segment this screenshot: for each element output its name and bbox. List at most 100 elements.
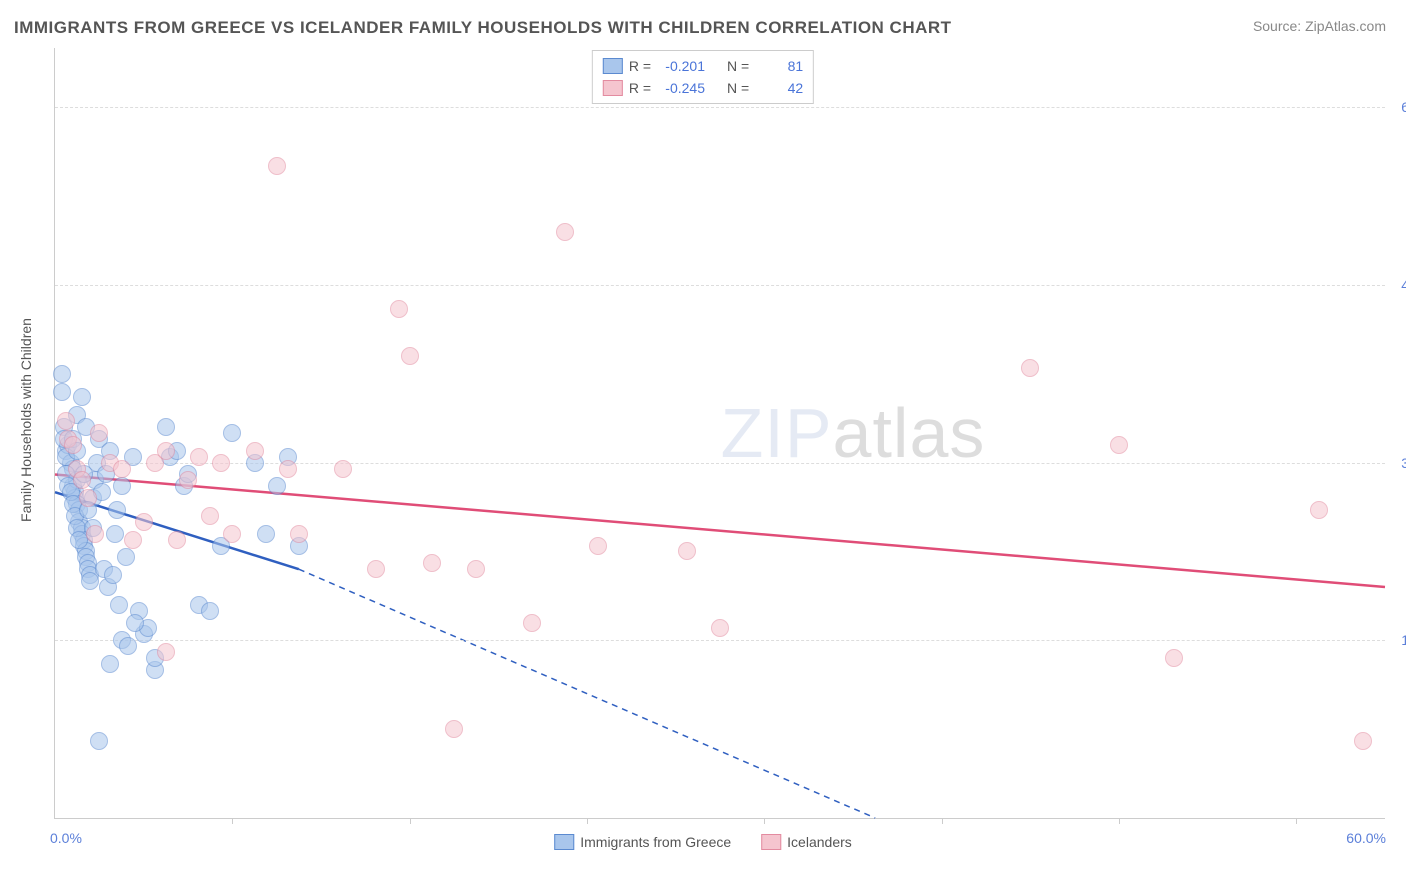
data-point — [124, 531, 142, 549]
data-point — [117, 548, 135, 566]
gridline — [55, 107, 1385, 108]
data-point — [157, 442, 175, 460]
y-tick-label: 60.0% — [1391, 99, 1406, 115]
data-point — [467, 560, 485, 578]
stats-row-icelanders: R = -0.245 N = 42 — [603, 77, 803, 99]
r-label: R = — [629, 77, 651, 99]
data-point — [711, 619, 729, 637]
stats-row-greece: R = -0.201 N = 81 — [603, 55, 803, 77]
x-axis-min-label: 0.0% — [50, 830, 82, 846]
swatch-greece-icon — [554, 834, 574, 850]
watermark-zip: ZIP — [721, 394, 833, 472]
legend-label-greece: Immigrants from Greece — [580, 834, 731, 850]
data-point — [73, 471, 91, 489]
data-point — [73, 388, 91, 406]
data-point — [201, 602, 219, 620]
data-point — [104, 566, 122, 584]
data-point — [79, 489, 97, 507]
data-point — [135, 513, 153, 531]
data-point — [157, 418, 175, 436]
gridline — [55, 640, 1385, 641]
regression-lines-layer — [55, 48, 1385, 818]
data-point — [86, 525, 104, 543]
data-point — [423, 554, 441, 572]
n-label: N = — [727, 55, 749, 77]
chart-title: IMMIGRANTS FROM GREECE VS ICELANDER FAMI… — [14, 18, 952, 38]
data-point — [556, 223, 574, 241]
data-point — [157, 643, 175, 661]
data-point — [168, 531, 186, 549]
x-tick — [1296, 818, 1297, 824]
regression-line — [299, 569, 875, 818]
data-point — [401, 347, 419, 365]
legend-label-icelanders: Icelanders — [787, 834, 852, 850]
data-point — [257, 525, 275, 543]
r-value-icelanders: -0.245 — [657, 77, 705, 99]
source-label: Source: ZipAtlas.com — [1253, 18, 1386, 34]
chart-plot-area: ZIPatlas 15.0%30.0%45.0%60.0% — [54, 48, 1385, 819]
data-point — [334, 460, 352, 478]
x-axis-max-label: 60.0% — [1346, 830, 1386, 846]
data-point — [367, 560, 385, 578]
data-point — [678, 542, 696, 560]
x-tick — [410, 818, 411, 824]
x-tick — [764, 818, 765, 824]
data-point — [1021, 359, 1039, 377]
y-tick-label: 45.0% — [1391, 277, 1406, 293]
data-point — [106, 525, 124, 543]
data-point — [113, 460, 131, 478]
n-value-icelanders: 42 — [755, 77, 803, 99]
data-point — [445, 720, 463, 738]
data-point — [268, 157, 286, 175]
data-point — [1165, 649, 1183, 667]
r-value-greece: -0.201 — [657, 55, 705, 77]
series-legend: Immigrants from Greece Icelanders — [546, 832, 860, 852]
data-point — [179, 471, 197, 489]
x-tick — [942, 818, 943, 824]
data-point — [246, 442, 264, 460]
data-point — [268, 477, 286, 495]
data-point — [589, 537, 607, 555]
x-tick — [232, 818, 233, 824]
data-point — [190, 448, 208, 466]
swatch-greece-icon — [603, 58, 623, 74]
n-label: N = — [727, 77, 749, 99]
data-point — [523, 614, 541, 632]
data-point — [64, 436, 82, 454]
x-tick — [1119, 818, 1120, 824]
data-point — [113, 477, 131, 495]
data-point — [279, 460, 297, 478]
stats-legend: R = -0.201 N = 81 R = -0.245 N = 42 — [592, 50, 814, 104]
data-point — [126, 614, 144, 632]
watermark-atlas: atlas — [833, 394, 986, 472]
data-point — [108, 501, 126, 519]
swatch-icelanders-icon — [761, 834, 781, 850]
y-tick-label: 15.0% — [1391, 632, 1406, 648]
regression-line — [55, 474, 1385, 587]
watermark: ZIPatlas — [721, 393, 986, 473]
data-point — [53, 365, 71, 383]
y-tick-label: 30.0% — [1391, 455, 1406, 471]
data-point — [1310, 501, 1328, 519]
data-point — [101, 655, 119, 673]
data-point — [90, 732, 108, 750]
x-tick — [587, 818, 588, 824]
data-point — [390, 300, 408, 318]
y-axis-label: Family Households with Children — [18, 318, 34, 522]
data-point — [223, 424, 241, 442]
r-label: R = — [629, 55, 651, 77]
data-point — [90, 424, 108, 442]
n-value-greece: 81 — [755, 55, 803, 77]
data-point — [1110, 436, 1128, 454]
data-point — [223, 525, 241, 543]
swatch-icelanders-icon — [603, 80, 623, 96]
data-point — [110, 596, 128, 614]
data-point — [57, 412, 75, 430]
data-point — [212, 454, 230, 472]
data-point — [290, 525, 308, 543]
legend-item-icelanders: Icelanders — [761, 834, 852, 850]
legend-item-greece: Immigrants from Greece — [554, 834, 731, 850]
data-point — [53, 383, 71, 401]
data-point — [1354, 732, 1372, 750]
data-point — [201, 507, 219, 525]
